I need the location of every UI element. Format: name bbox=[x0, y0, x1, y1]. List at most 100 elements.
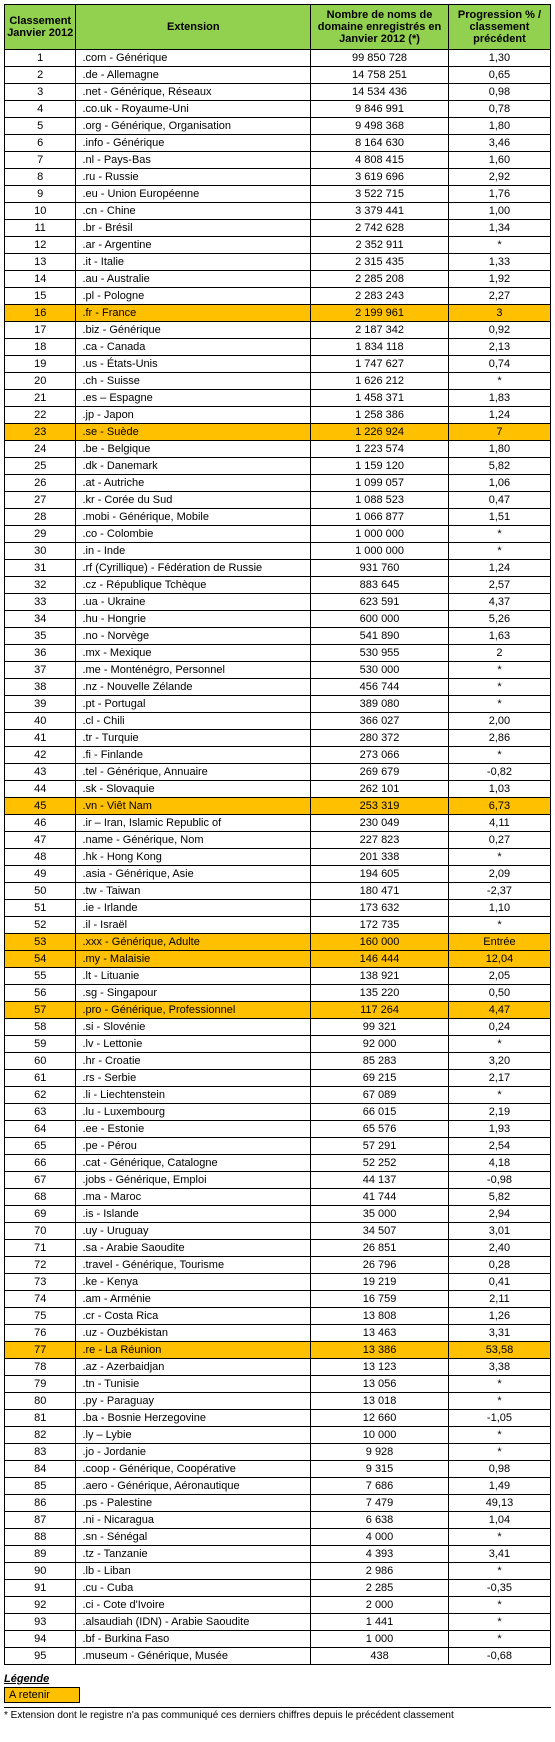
count-cell: 273 066 bbox=[311, 747, 449, 764]
extension-cell: .hu - Hongrie bbox=[76, 611, 311, 628]
rank-cell: 13 bbox=[5, 254, 76, 271]
table-row: 85.aero - Générique, Aéronautique7 6861,… bbox=[5, 1478, 551, 1495]
extension-cell: .ee - Estonie bbox=[76, 1121, 311, 1138]
table-row: 78.az - Azerbaidjan13 1233,38 bbox=[5, 1359, 551, 1376]
extension-cell: .dk - Danemark bbox=[76, 458, 311, 475]
table-row: 13.it - Italie2 315 4351,33 bbox=[5, 254, 551, 271]
count-cell: 66 015 bbox=[311, 1104, 449, 1121]
table-row: 40.cl - Chili366 0272,00 bbox=[5, 713, 551, 730]
count-cell: 3 522 715 bbox=[311, 186, 449, 203]
extension-cell: .rf (Cyrillique) - Fédération de Russie bbox=[76, 560, 311, 577]
table-row: 65.pe - Pérou57 2912,54 bbox=[5, 1138, 551, 1155]
progress-cell: 1,76 bbox=[448, 186, 550, 203]
progress-cell: -0,82 bbox=[448, 764, 550, 781]
table-row: 76.uz - Ouzbékistan13 4633,31 bbox=[5, 1325, 551, 1342]
rank-cell: 60 bbox=[5, 1053, 76, 1070]
rank-cell: 67 bbox=[5, 1172, 76, 1189]
progress-cell: * bbox=[448, 849, 550, 866]
table-row: 44.sk - Slovaquie262 1011,03 bbox=[5, 781, 551, 798]
table-row: 35.no - Norvège541 8901,63 bbox=[5, 628, 551, 645]
table-row: 68.ma - Maroc41 7445,82 bbox=[5, 1189, 551, 1206]
table-row: 10.cn - Chine3 379 4411,00 bbox=[5, 203, 551, 220]
progress-cell: * bbox=[448, 1393, 550, 1410]
extension-cell: .ma - Maroc bbox=[76, 1189, 311, 1206]
count-cell: 1 159 120 bbox=[311, 458, 449, 475]
progress-cell: * bbox=[448, 543, 550, 560]
extension-cell: .az - Azerbaidjan bbox=[76, 1359, 311, 1376]
table-row: 42.fi - Finlande273 066* bbox=[5, 747, 551, 764]
table-row: 93.alsaudiah (IDN) - Arabie Saoudite1 44… bbox=[5, 1614, 551, 1631]
count-cell: 1 066 877 bbox=[311, 509, 449, 526]
table-row: 51.ie - Irlande173 6321,10 bbox=[5, 900, 551, 917]
rank-cell: 80 bbox=[5, 1393, 76, 1410]
table-row: 8.ru - Russie3 619 6962,92 bbox=[5, 169, 551, 186]
header-progress: Progression % / classement précédent bbox=[448, 5, 550, 50]
rank-cell: 55 bbox=[5, 968, 76, 985]
progress-cell: 7 bbox=[448, 424, 550, 441]
domain-ranking-table: Classement Janvier 2012 Extension Nombre… bbox=[4, 4, 551, 1665]
table-row: 20.ch - Suisse1 626 212* bbox=[5, 373, 551, 390]
progress-cell: 1,06 bbox=[448, 475, 550, 492]
rank-cell: 11 bbox=[5, 220, 76, 237]
table-row: 95.museum - Générique, Musée438-0,68 bbox=[5, 1648, 551, 1665]
count-cell: 1 000 000 bbox=[311, 526, 449, 543]
table-row: 16.fr - France2 199 9613 bbox=[5, 305, 551, 322]
count-cell: 13 808 bbox=[311, 1308, 449, 1325]
rank-cell: 17 bbox=[5, 322, 76, 339]
table-body: 1.com - Générique99 850 7281,302.de - Al… bbox=[5, 50, 551, 1665]
extension-cell: .museum - Générique, Musée bbox=[76, 1648, 311, 1665]
legend-row: A retenir bbox=[4, 1687, 551, 1703]
table-row: 34.hu - Hongrie600 0005,26 bbox=[5, 611, 551, 628]
count-cell: 931 760 bbox=[311, 560, 449, 577]
progress-cell: * bbox=[448, 237, 550, 254]
progress-cell: 4,11 bbox=[448, 815, 550, 832]
progress-cell: 0,98 bbox=[448, 1461, 550, 1478]
rank-cell: 84 bbox=[5, 1461, 76, 1478]
extension-cell: .pl - Pologne bbox=[76, 288, 311, 305]
rank-cell: 36 bbox=[5, 645, 76, 662]
progress-cell: * bbox=[448, 1597, 550, 1614]
rank-cell: 1 bbox=[5, 50, 76, 67]
extension-cell: .lv - Lettonie bbox=[76, 1036, 311, 1053]
count-cell: 4 808 415 bbox=[311, 152, 449, 169]
table-row: 5.org - Générique, Organisation9 498 368… bbox=[5, 118, 551, 135]
count-cell: 1 258 386 bbox=[311, 407, 449, 424]
rank-cell: 40 bbox=[5, 713, 76, 730]
count-cell: 69 215 bbox=[311, 1070, 449, 1087]
table-row: 22.jp - Japon1 258 3861,24 bbox=[5, 407, 551, 424]
progress-cell: 2,19 bbox=[448, 1104, 550, 1121]
rank-cell: 31 bbox=[5, 560, 76, 577]
extension-cell: .ua - Ukraine bbox=[76, 594, 311, 611]
count-cell: 2 986 bbox=[311, 1563, 449, 1580]
progress-cell: 1,33 bbox=[448, 254, 550, 271]
rank-cell: 42 bbox=[5, 747, 76, 764]
progress-cell: 3,20 bbox=[448, 1053, 550, 1070]
extension-cell: .aero - Générique, Aéronautique bbox=[76, 1478, 311, 1495]
count-cell: 57 291 bbox=[311, 1138, 449, 1155]
rank-cell: 3 bbox=[5, 84, 76, 101]
extension-cell: .hk - Hong Kong bbox=[76, 849, 311, 866]
table-row: 37.me - Monténégro, Personnel530 000* bbox=[5, 662, 551, 679]
extension-cell: .ci - Cote d'Ivoire bbox=[76, 1597, 311, 1614]
count-cell: 160 000 bbox=[311, 934, 449, 951]
extension-cell: .jp - Japon bbox=[76, 407, 311, 424]
progress-cell: 1,83 bbox=[448, 390, 550, 407]
rank-cell: 9 bbox=[5, 186, 76, 203]
count-cell: 135 220 bbox=[311, 985, 449, 1002]
count-cell: 9 928 bbox=[311, 1444, 449, 1461]
rank-cell: 51 bbox=[5, 900, 76, 917]
rank-cell: 45 bbox=[5, 798, 76, 815]
count-cell: 146 444 bbox=[311, 951, 449, 968]
count-cell: 269 679 bbox=[311, 764, 449, 781]
rank-cell: 26 bbox=[5, 475, 76, 492]
progress-cell: * bbox=[448, 662, 550, 679]
rank-cell: 71 bbox=[5, 1240, 76, 1257]
progress-cell: 1,60 bbox=[448, 152, 550, 169]
count-cell: 10 000 bbox=[311, 1427, 449, 1444]
header-rank: Classement Janvier 2012 bbox=[5, 5, 76, 50]
table-row: 61.rs - Serbie69 2152,17 bbox=[5, 1070, 551, 1087]
progress-cell: 0,74 bbox=[448, 356, 550, 373]
progress-cell: 2,13 bbox=[448, 339, 550, 356]
count-cell: 2 199 961 bbox=[311, 305, 449, 322]
rank-cell: 56 bbox=[5, 985, 76, 1002]
